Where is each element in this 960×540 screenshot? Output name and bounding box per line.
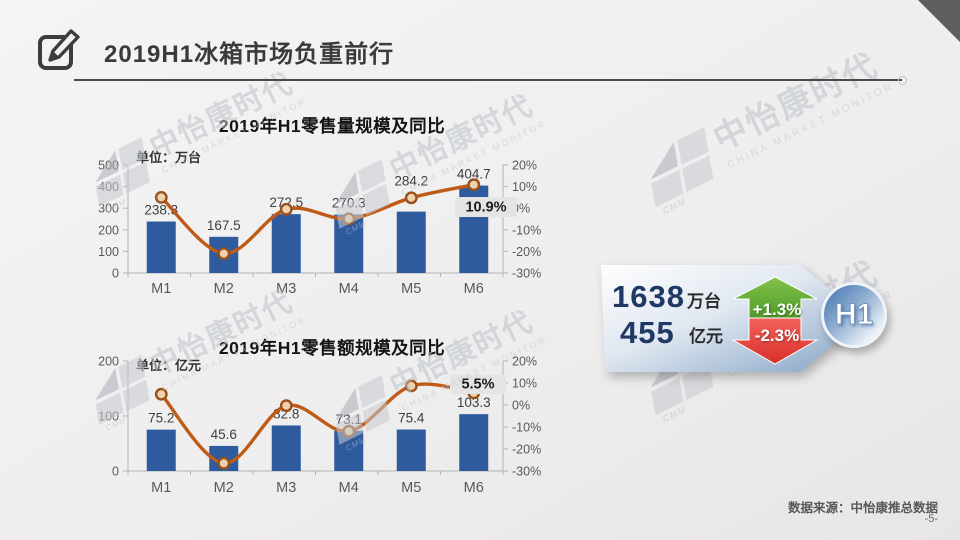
line-marker [279, 202, 293, 216]
summary-banner-graphic [601, 265, 866, 372]
h1-period-circle: H1 [821, 282, 887, 348]
title-divider [74, 76, 907, 85]
bar-M3 [271, 214, 301, 273]
value-chart-unit-label: 单位：亿元 [136, 358, 202, 373]
right-axis-tick-label: -30% [512, 267, 541, 281]
line-marker [154, 190, 168, 204]
line-marker [217, 247, 231, 261]
bar-value-label: 270.3 [332, 196, 366, 211]
value-chart: 200100020%10%0%-10%-20%-30%75.2M145.6M28… [98, 355, 541, 497]
left-axis-tick-label: 300 [98, 202, 119, 216]
left-axis-tick-label: 500 [98, 159, 119, 173]
line-marker [467, 178, 481, 192]
left-axis-tick-label: 400 [98, 180, 119, 194]
right-axis-tick-label: -30% [512, 465, 541, 479]
line-marker [217, 456, 231, 470]
left-axis-tick-label: 0 [112, 267, 119, 281]
highlight-label-box [455, 197, 517, 217]
bar-value-label: 75.2 [148, 411, 174, 426]
category-label: M6 [464, 480, 484, 496]
category-label: M2 [214, 281, 234, 297]
yoy-line [159, 382, 476, 465]
category-label: M6 [464, 281, 484, 297]
h1-volume-unit: 万台 [687, 292, 721, 311]
left-axis-tick-label: 0 [112, 465, 119, 479]
bar-value-label: 103.3 [457, 395, 491, 410]
category-label: M4 [339, 480, 359, 496]
right-axis-tick-label: 10% [512, 377, 537, 391]
right-axis-tick-label: -10% [512, 223, 541, 237]
divider-end-dot [898, 76, 907, 85]
bar-M5 [396, 211, 426, 273]
right-axis-tick-label: -20% [512, 443, 541, 457]
right-axis-tick-label: 20% [512, 355, 537, 369]
bar-value-label: 404.7 [457, 167, 491, 182]
line-marker [154, 387, 168, 401]
right-axis-tick-label: 20% [512, 159, 537, 173]
right-axis-tick-label: 10% [512, 180, 537, 194]
bar-value-label: 73.1 [336, 412, 362, 427]
value-chart-title: 2019年H1零售额规模及同比 [218, 338, 446, 358]
down-arrow-icon [731, 317, 819, 365]
left-axis-tick-label: 100 [98, 245, 119, 259]
bar-value-label: 75.4 [398, 411, 425, 426]
h1-amount-yoy: -2.3% [754, 326, 800, 345]
bar-M6 [459, 414, 489, 471]
line-marker [404, 191, 418, 205]
right-axis-tick-label: -20% [512, 245, 541, 259]
h1-period-label: H1 [834, 298, 874, 332]
right-axis-tick-label: 0% [512, 399, 530, 413]
category-label: M5 [401, 281, 421, 297]
category-label: M5 [401, 480, 421, 496]
left-axis-tick-label: 200 [98, 355, 119, 369]
h1-volume-value: 1638 [612, 279, 685, 314]
left-axis-tick-label: 200 [98, 223, 119, 237]
category-label: M2 [214, 480, 234, 496]
bar-M1 [146, 221, 176, 273]
edit-pencil-icon [38, 29, 80, 70]
line-marker [404, 379, 418, 393]
line-marker [342, 212, 356, 226]
h1-amount-value: 455 [620, 315, 675, 350]
category-label: M1 [151, 480, 171, 496]
h1-summary-badge: 1638 万台 455 亿元 +1.3% -2.3% H1 [590, 255, 915, 400]
category-label: M1 [151, 281, 171, 297]
line-marker [342, 424, 356, 438]
volume-chart-title: 2019年H1零售量规模及同比 [218, 116, 446, 136]
category-label: M3 [276, 281, 296, 297]
header: 2019H1冰箱市场负重前行 [0, 0, 960, 90]
bar-value-label: 284.2 [394, 174, 428, 189]
bar-M5 [396, 429, 426, 471]
data-source-note: 数据来源：中怡康推总数据 [787, 501, 938, 515]
highlight-label: 10.9% [465, 200, 506, 216]
volume-chart: 500400300200100020%10%0%-10%-20%-30%238.… [98, 159, 541, 298]
bar-M3 [271, 425, 301, 471]
h1-volume-yoy: +1.3% [752, 300, 802, 319]
category-label: M3 [276, 480, 296, 496]
bar-M1 [146, 429, 176, 471]
highlight-label: 5.5% [461, 377, 494, 393]
line-marker [279, 399, 293, 413]
left-axis-tick-label: 100 [98, 410, 119, 424]
page-number: -5- [924, 513, 938, 525]
volume-chart-unit-label: 单位：万台 [136, 150, 202, 165]
page-title: 2019H1冰箱市场负重前行 [104, 41, 395, 68]
bar-value-label: 45.6 [211, 427, 237, 442]
category-label: M4 [339, 281, 359, 297]
bar-value-label: 272.5 [269, 195, 303, 210]
highlight-label-box [450, 375, 506, 394]
right-axis-tick-label: -10% [512, 421, 541, 435]
bar-value-label: 167.5 [207, 218, 241, 233]
